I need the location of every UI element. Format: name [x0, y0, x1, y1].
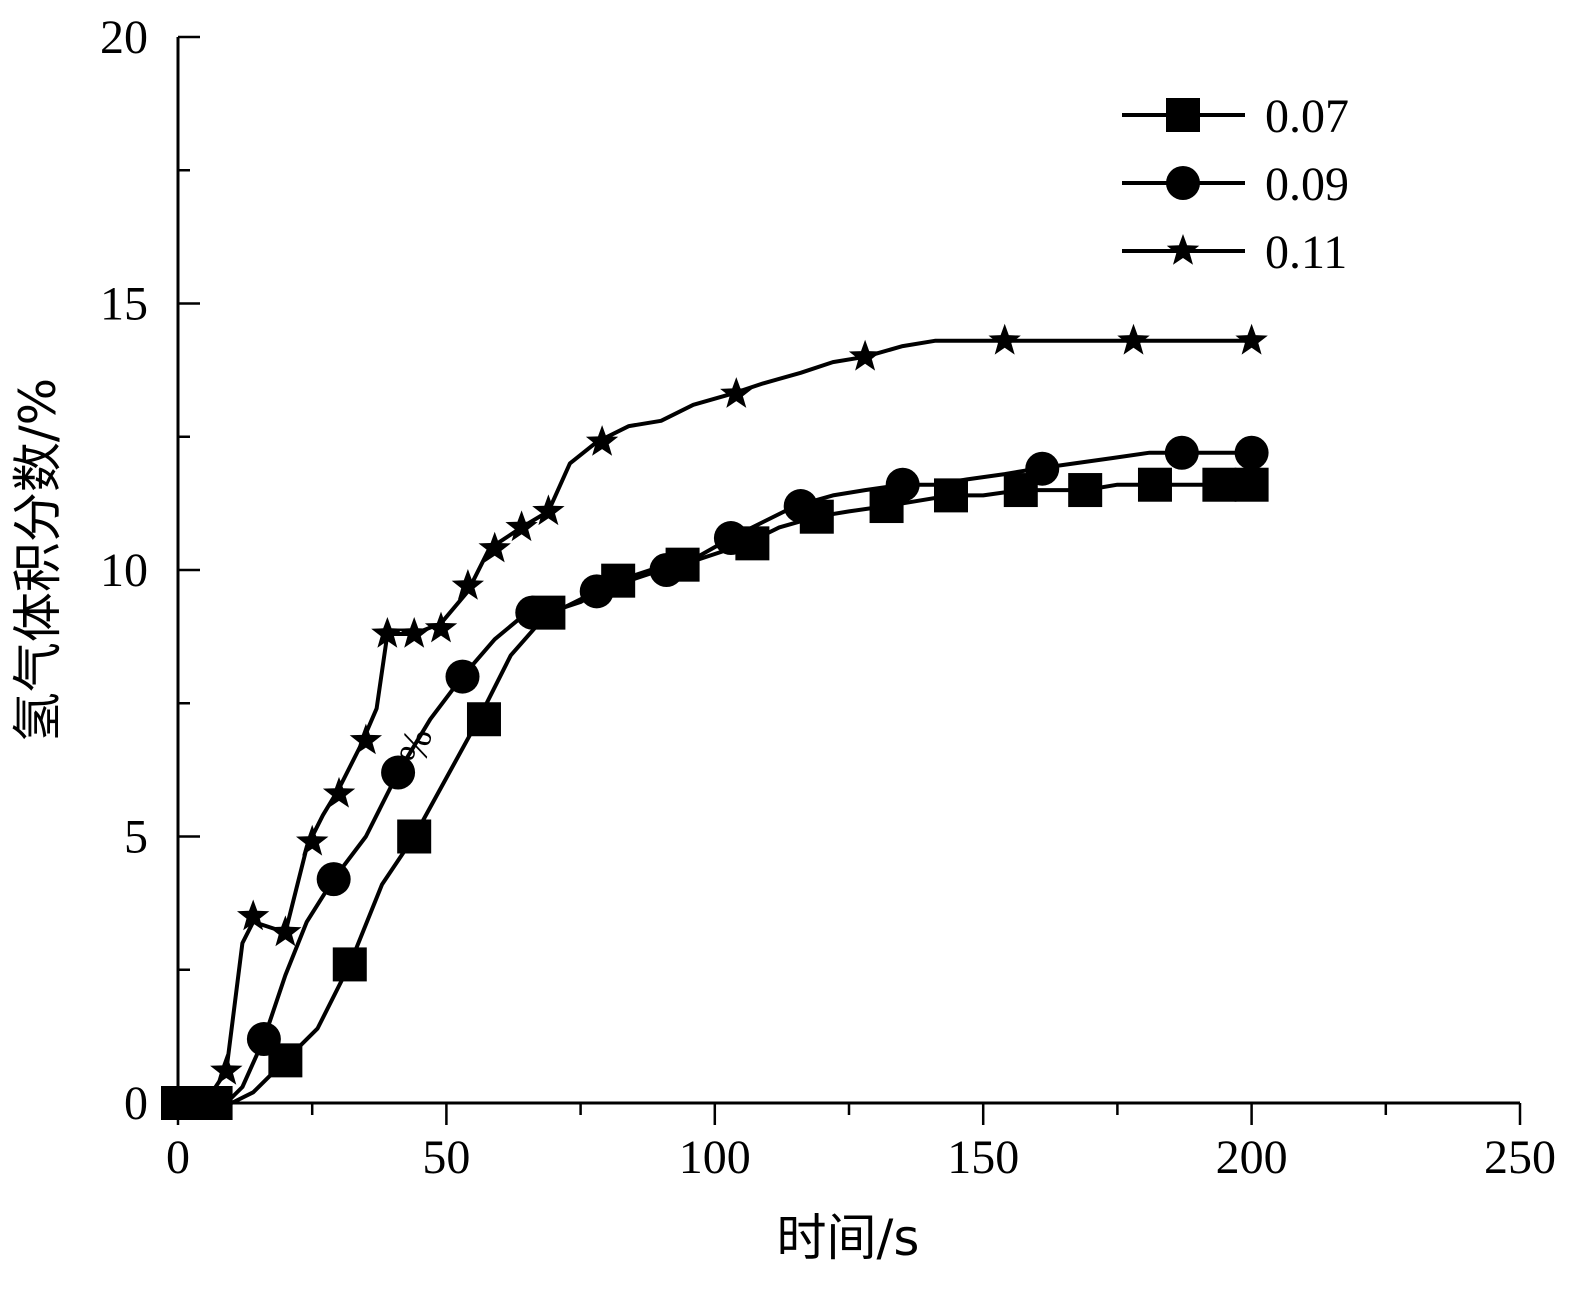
y-tick-label: 20: [100, 11, 148, 64]
data-point-0.11: [585, 425, 619, 456]
data-point-0.11: [532, 494, 565, 526]
x-tick-label: 100: [679, 1131, 751, 1184]
data-point-0.11: [371, 617, 404, 648]
data-point-0.11: [349, 723, 382, 755]
series-line-0.11: [176, 338, 1254, 1105]
data-point-0.11: [424, 611, 458, 643]
series-0.11: [161, 323, 1268, 1117]
axes: 0 50 100 150 200 250 0 5 10 15 20: [100, 11, 1556, 1184]
data-point-0.11: [1235, 323, 1268, 355]
data-point-0.11: [720, 377, 753, 408]
series-0.09: [161, 435, 1269, 1120]
data-point-0.11: [1117, 323, 1150, 355]
data-point-0.07: [466, 702, 501, 737]
legend-item-0.11: 0.11: [1122, 226, 1347, 279]
data-point-0.07: [332, 947, 367, 982]
data-point-0.09: [1164, 435, 1199, 470]
data-point-0.07: [1068, 473, 1103, 508]
data-point-0.11: [398, 617, 431, 648]
data-point-0.11: [322, 776, 356, 808]
data-point-0.07: [1202, 467, 1237, 502]
data-point-0.11: [988, 323, 1021, 355]
y-tick-label: 0: [124, 1077, 148, 1130]
legend-marker-star-icon: [1166, 234, 1200, 265]
data-point-0.07: [1234, 467, 1269, 502]
data-point-0.09: [316, 862, 351, 897]
x-axis-title: 时间/s: [777, 1209, 920, 1267]
data-point-0.11: [269, 915, 302, 947]
data-point-0.11: [478, 531, 511, 563]
data-point-0.09: [1025, 451, 1060, 486]
data-point-0.09: [713, 521, 748, 556]
legend-item-0.09: 0.09: [1122, 158, 1349, 211]
y-axis-title: 氢气体积分数/%: [9, 378, 67, 742]
legend-label: 0.11: [1265, 226, 1347, 279]
data-point-0.11: [161, 1086, 195, 1117]
y-tick-label: 15: [100, 278, 148, 331]
legend-marker-circle-icon: [1166, 166, 1200, 200]
x-tick-label: 0: [166, 1131, 190, 1184]
legend: 0.07 0.09 0.11: [1122, 90, 1349, 279]
legend-marker-square-icon: [1166, 98, 1200, 132]
data-point-0.09: [783, 489, 818, 524]
data-point-0.09: [1234, 435, 1269, 470]
data-point-0.11: [848, 339, 882, 371]
x-tick-label: 200: [1216, 1131, 1288, 1184]
data-point-0.11: [505, 510, 538, 542]
data-point-0.09: [381, 755, 416, 790]
series-0.07: [161, 467, 1269, 1120]
data-point-0.09: [515, 595, 550, 630]
y-tick-label: 10: [100, 544, 148, 597]
data-point-0.09: [246, 1022, 281, 1057]
data-point-0.11: [237, 899, 270, 931]
legend-label: 0.09: [1265, 158, 1349, 211]
data-point-0.11: [296, 824, 329, 856]
y-tick-label: 5: [124, 811, 148, 864]
data-point-0.09: [885, 467, 920, 502]
x-tick-label: 250: [1484, 1131, 1556, 1184]
legend-label: 0.07: [1265, 90, 1349, 143]
data-point-0.11: [210, 1054, 243, 1085]
data-point-0.09: [445, 659, 480, 694]
data-point-0.09: [649, 553, 684, 587]
x-tick-label: 50: [422, 1131, 470, 1184]
x-tick-label: 150: [947, 1131, 1019, 1184]
data-point-0.07: [1137, 467, 1172, 502]
data-point-0.07: [397, 819, 432, 854]
data-point-0.09: [579, 574, 614, 609]
legend-item-0.07: 0.07: [1122, 90, 1349, 143]
series-layer: [161, 323, 1269, 1120]
data-point-0.11: [451, 569, 484, 600]
